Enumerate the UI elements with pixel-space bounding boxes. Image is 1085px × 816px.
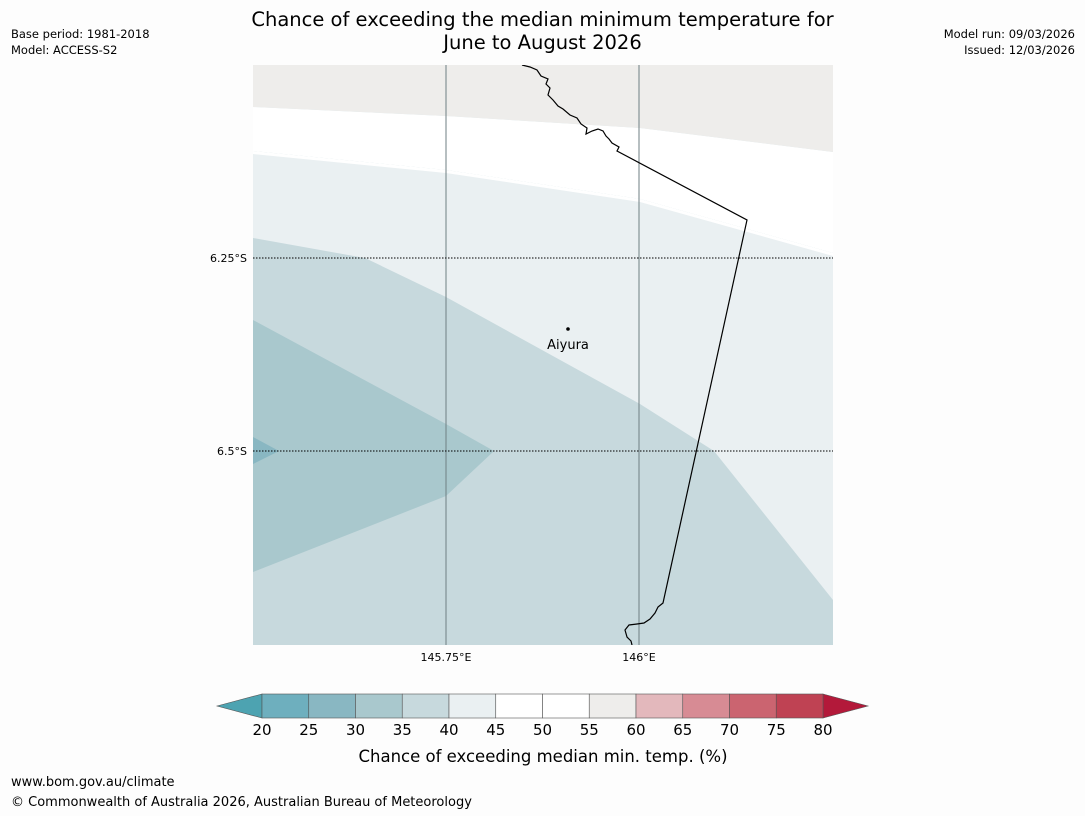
chart-title: Chance of exceeding the median minimum t… [0,8,1085,54]
colorbar: 20 25 30 35 40 45 50 55 60 65 70 75 80 [215,693,870,739]
colorbar-segment [729,693,777,719]
colorbar-tick-label: 65 [673,721,692,739]
colorbar-tick-label: 75 [767,721,786,739]
border-line [521,65,748,645]
colorbar-tick-label: 50 [533,721,552,739]
colorbar-segment [261,693,310,719]
colorbar-segment [635,693,684,719]
map-area [253,65,833,645]
colorbar-tick-label: 35 [393,721,412,739]
colorbar-segment [682,693,730,719]
aiyura-marker [566,327,570,331]
lat-label-6-5: 6.5°S [217,445,247,458]
colorbar-segment [448,693,497,719]
aiyura-label: Aiyura [547,338,589,353]
colorbar-tick-label: 70 [720,721,739,739]
footer-url: www.bom.gov.au/climate [11,775,175,790]
colorbar-under-arrow [215,693,263,719]
colorbar-tick-label: 80 [813,721,832,739]
issue-info: Model run: 09/03/2026 Issued: 12/03/2026 [944,26,1075,58]
colorbar-tick-label: 20 [252,721,271,739]
lon-label-145-75: 145.75°E [421,651,472,664]
colorbar-segment [355,693,403,719]
colorbar-segment [401,693,450,719]
colorbar-segment [542,693,590,719]
lat-label-6-25: 6.25°S [210,252,247,265]
model-run-text: Model run: 09/03/2026 [943,27,1075,41]
issued-date-text: Issued: 12/03/2026 [964,43,1075,57]
band-40-45 [253,151,833,600]
colorbar-tick-label: 45 [486,721,505,739]
colorbar-over-arrow [822,693,870,719]
base-period-text: Base period: 1981-2018 [11,27,150,41]
colorbar-tick-label: 60 [626,721,645,739]
footer-copyright: © Commonwealth of Australia 2026, Austra… [11,795,472,810]
lon-label-146: 146°E [622,651,655,664]
model-name-text: Model: ACCESS-S2 [11,43,118,57]
colorbar-label: Chance of exceeding median min. temp. (%… [358,747,727,766]
band-55-60 [253,65,833,152]
colorbar-tick-label: 30 [346,721,365,739]
title-line-1: Chance of exceeding the median minimum t… [251,8,834,31]
colorbar-tick-label: 40 [439,721,458,739]
band-25-30 [253,437,279,464]
colorbar-tick-label: 25 [299,721,318,739]
colorbar-segment [588,693,637,719]
colorbar-segment [775,693,824,719]
band-30-35 [253,320,494,572]
colorbar-segment [495,693,543,719]
model-info: Base period: 1981-2018 Model: ACCESS-S2 [11,26,150,58]
colorbar-segment [308,693,356,719]
band-45-55 [253,107,833,253]
title-line-2: June to August 2026 [443,31,642,54]
colorbar-tick-label: 55 [580,721,599,739]
